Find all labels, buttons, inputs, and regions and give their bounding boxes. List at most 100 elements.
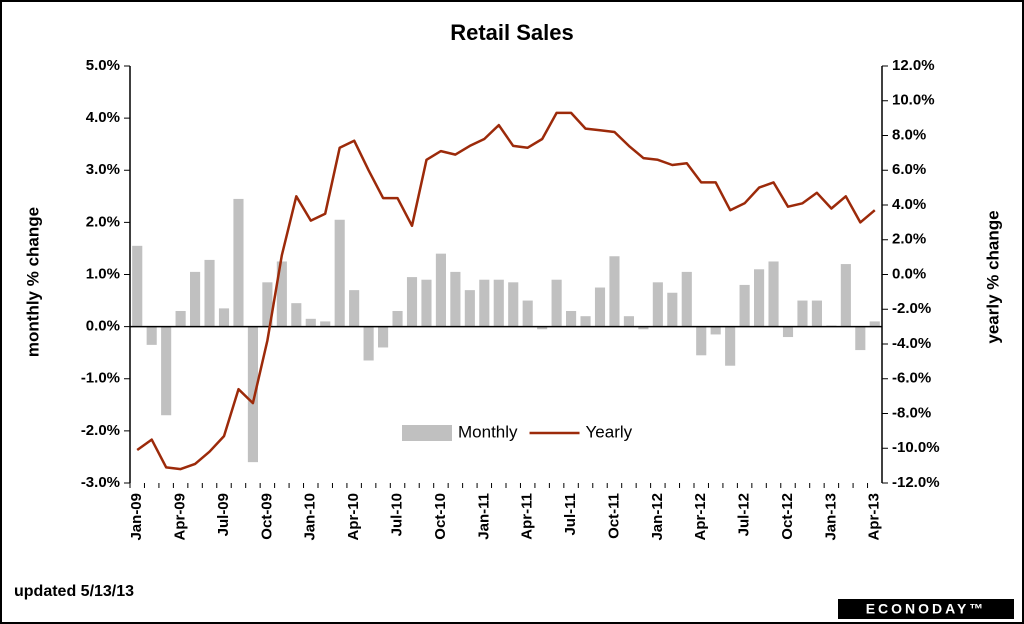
bar	[320, 321, 331, 327]
bar	[435, 253, 446, 327]
y2-tick-label: -10.0%	[892, 439, 940, 456]
y2-tick-label: 10.0%	[892, 92, 935, 109]
bar	[161, 326, 172, 416]
bar	[623, 316, 634, 327]
footnote: updated 5/13/13	[14, 583, 134, 600]
bar	[522, 300, 533, 327]
y-tick-label: 5.0%	[86, 57, 120, 74]
bar	[464, 290, 475, 327]
logo: ECONODAY™	[866, 601, 987, 617]
y2-tick-label: 2.0%	[892, 231, 926, 248]
bar	[493, 279, 504, 327]
x-tick-label: Jan-11	[475, 493, 492, 540]
bar	[710, 326, 721, 335]
legend-label: Monthly	[458, 422, 518, 441]
bar	[146, 326, 157, 345]
x-tick-label: Jul-11	[562, 493, 579, 536]
bar	[696, 326, 707, 356]
x-tick-label: Apr-10	[345, 493, 362, 541]
bar	[797, 300, 808, 327]
y-tick-label: 4.0%	[86, 109, 120, 126]
bar	[175, 310, 186, 327]
bar	[566, 310, 577, 327]
line	[136, 111, 876, 471]
legend-label: Yearly	[586, 422, 633, 441]
bar	[840, 264, 851, 327]
x-tick-label: Jan-13	[822, 493, 839, 541]
bar	[363, 326, 374, 361]
bar	[508, 282, 519, 327]
x-tick-label: Apr-12	[692, 493, 709, 541]
x-tick-label: Oct-11	[605, 493, 622, 539]
bar	[233, 198, 244, 327]
y2-tick-label: 0.0%	[892, 265, 926, 282]
bar	[638, 326, 649, 330]
y-tick-label: -3.0%	[81, 474, 120, 491]
y2-axis-label: yearly % change	[983, 210, 1002, 343]
bar	[276, 261, 287, 327]
bar	[667, 292, 678, 327]
bar	[754, 269, 765, 327]
bar	[551, 279, 562, 327]
bar	[479, 279, 490, 327]
bar	[855, 326, 866, 351]
y-tick-label: 3.0%	[86, 161, 120, 178]
bar	[725, 326, 736, 366]
chart-title: Retail Sales	[450, 20, 574, 45]
y-tick-label: 2.0%	[86, 213, 120, 230]
bar	[609, 256, 620, 327]
y2-tick-label: -6.0%	[892, 370, 931, 387]
bar	[681, 271, 692, 327]
x-tick-label: Jul-10	[389, 493, 406, 536]
bar	[262, 282, 273, 327]
x-tick-label: Oct-12	[779, 493, 796, 540]
bar	[392, 310, 403, 327]
bar	[782, 326, 794, 338]
y2-tick-label: -12.0%	[892, 474, 940, 491]
bar	[594, 287, 606, 327]
bar	[132, 245, 143, 327]
legend-swatch	[402, 425, 452, 441]
bar	[305, 318, 316, 327]
y2-tick-label: -4.0%	[892, 335, 931, 352]
bar	[739, 284, 750, 327]
y-tick-label: -2.0%	[81, 422, 120, 439]
y2-tick-label: 8.0%	[892, 126, 926, 143]
y2-tick-label: -8.0%	[892, 404, 931, 421]
y2-tick-label: 6.0%	[892, 161, 926, 178]
y2-tick-label: 4.0%	[892, 196, 926, 213]
bar	[537, 326, 548, 330]
y-tick-label: 1.0%	[86, 265, 120, 282]
bar	[768, 261, 779, 327]
bar	[869, 321, 880, 327]
x-tick-label: Oct-09	[258, 493, 275, 540]
bar	[204, 259, 215, 327]
x-tick-label: Jan-10	[302, 493, 319, 541]
x-tick-label: Jan-09	[128, 493, 145, 541]
x-tick-label: Jan-12	[649, 493, 666, 541]
y2-tick-label: -2.0%	[892, 300, 931, 317]
bar	[811, 300, 822, 327]
bar	[218, 308, 230, 327]
bar	[378, 326, 389, 348]
bar	[190, 271, 201, 327]
logo-box	[838, 599, 1014, 619]
bar	[247, 326, 258, 463]
x-tick-label: Oct-10	[432, 493, 449, 540]
bar	[450, 271, 461, 327]
bar	[652, 282, 663, 327]
x-tick-label: Apr-09	[172, 493, 189, 541]
x-tick-label: Apr-11	[519, 493, 536, 540]
bar	[334, 219, 345, 327]
bar	[291, 303, 302, 327]
y-tick-label: -1.0%	[81, 370, 120, 387]
bar	[580, 316, 591, 327]
y-tick-label: 0.0%	[86, 318, 120, 335]
y2-tick-label: 12.0%	[892, 57, 935, 74]
x-tick-label: Jul-09	[215, 493, 232, 536]
bar	[406, 277, 418, 327]
x-tick-label: Jul-12	[736, 493, 753, 536]
bar	[421, 279, 432, 327]
bar	[349, 290, 360, 327]
